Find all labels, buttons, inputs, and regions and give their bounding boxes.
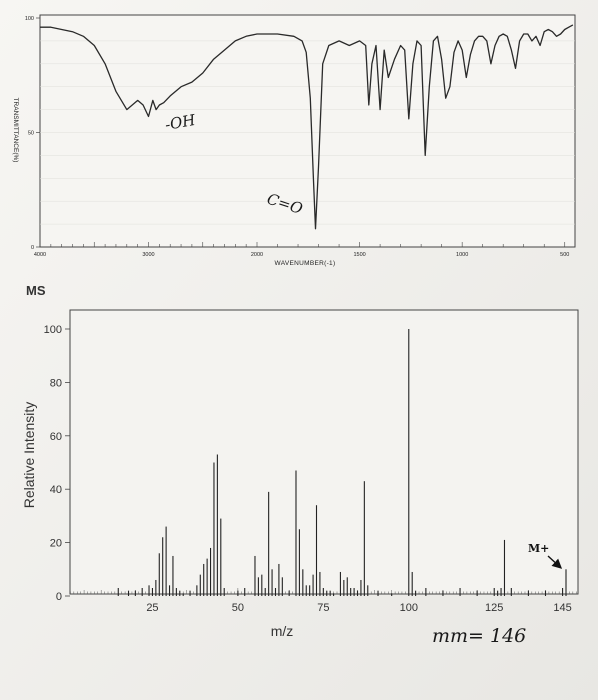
ms-y-ticks: 0 20 40 60 80 100 (44, 324, 70, 603)
ir-y-tick-label: 50 (28, 131, 34, 137)
mass-spectrum-panel: MS 0 20 40 60 80 100 25 50 75 100 125 145 m/z Rela… (21, 283, 579, 647)
ir-y-tick-label: 100 (25, 16, 34, 22)
ir-grid (40, 40, 575, 225)
ms-x-tick-label: 145 (553, 602, 571, 614)
ir-y-axis-label: TRANSMITTANCE(%) (12, 98, 19, 163)
ms-y-tick-label: 60 (50, 431, 62, 443)
ms-y-tick-label: 40 (50, 484, 62, 496)
ir-x-tick-label: 1500 (353, 252, 365, 258)
ms-y-tick-label: 0 (56, 591, 62, 603)
ms-title: MS (26, 283, 46, 298)
ir-series-line (40, 24, 574, 230)
ir-y-tick-label: 0 (31, 245, 34, 251)
ms-plot-frame (69, 309, 579, 595)
ir-y-ticks: 100 50 0 (25, 16, 40, 251)
ms-y-tick-label: 20 (50, 538, 62, 550)
ms-y-tick-label: 80 (50, 377, 62, 389)
ms-molecular-ion-label: M+ (528, 542, 549, 555)
ms-x-axis-label: m/z (271, 623, 294, 639)
ir-x-tick-label: 4000 (34, 252, 46, 258)
ms-x-tick-label: 75 (317, 602, 329, 614)
ir-x-tick-label: 2000 (251, 252, 263, 258)
ms-x-tick-label: 100 (400, 602, 418, 614)
ms-bars (117, 329, 567, 596)
ms-y-axis-label: Relative Intensity (21, 402, 37, 509)
ir-x-tick-label: 3000 (142, 252, 154, 258)
ms-x-tick-label: 50 (232, 602, 244, 614)
ir-x-ticks: 4000 3000 2000 1500 1000 500 (34, 242, 569, 258)
molecular-ion-arrow (547, 555, 563, 569)
ir-x-tick-label: 1000 (456, 252, 468, 258)
ms-x-tick-label: 25 (146, 602, 158, 614)
ir-annotation-oh: -OH (164, 111, 198, 134)
ms-handwritten-mass: mm= 146 (432, 625, 526, 647)
ir-x-tick-label: 500 (560, 252, 569, 258)
ms-x-tick-label: 125 (485, 602, 503, 614)
ir-plot-frame (39, 14, 576, 248)
ir-x-axis-label: WAVENUMBER(-1) (275, 260, 336, 267)
ms-y-tick-label: 100 (44, 324, 62, 336)
